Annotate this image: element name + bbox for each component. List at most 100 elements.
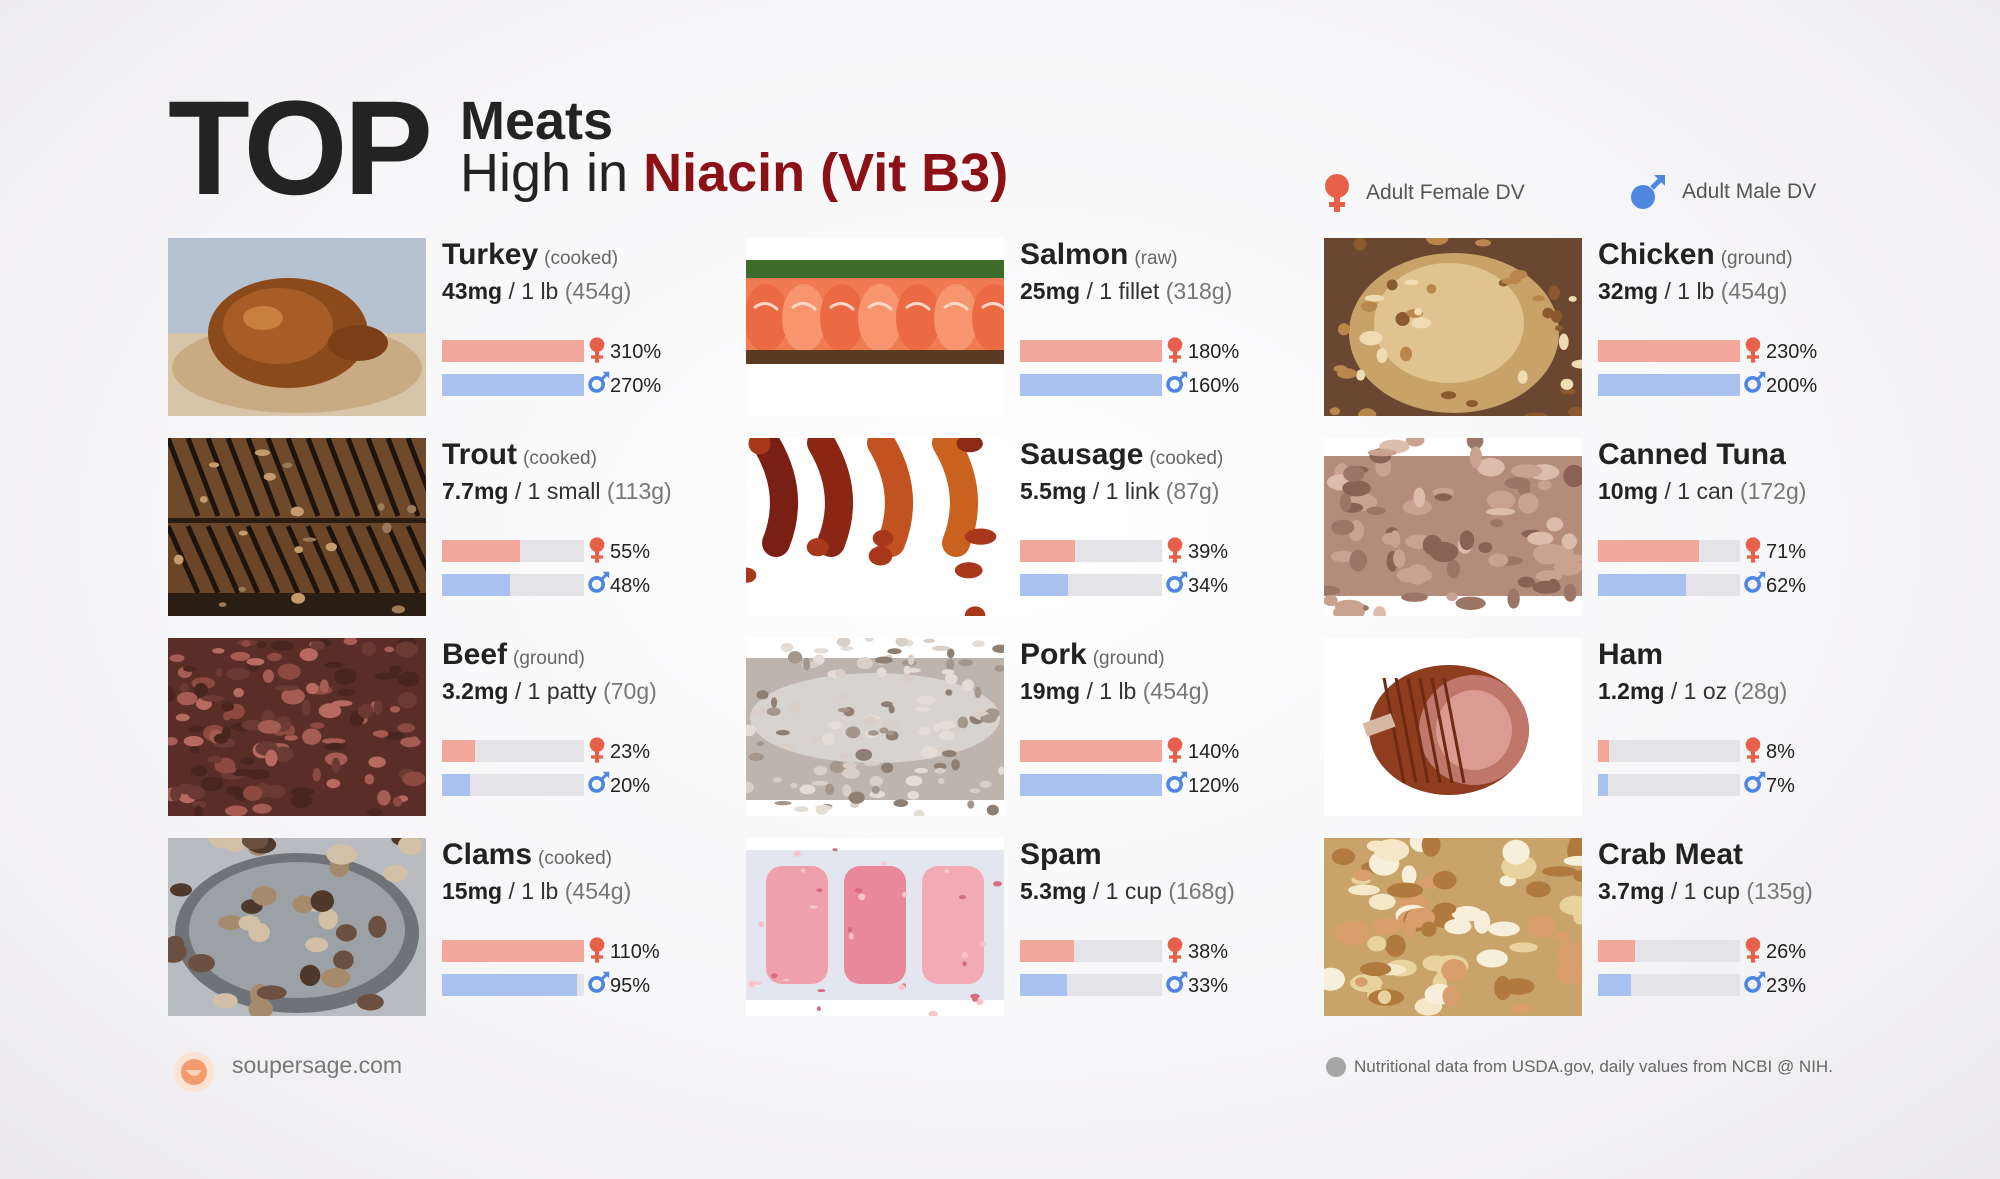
food-card-crab-meat: Crab Meat 3.7mg / 1 cup (135g) 26% 23% (1324, 838, 1884, 1018)
male-dv-bar (442, 974, 577, 996)
female-dv-bar (442, 540, 521, 562)
male-dv-bar (442, 774, 471, 796)
serving-size: / 1 oz (1664, 678, 1734, 704)
serving-grams: (87g) (1165, 478, 1220, 504)
food-amount-line: 43mg / 1 lb (454g) (442, 278, 631, 305)
female-dv-bar-row: 180% (1020, 337, 1280, 364)
legend-female: Adult Female DV (1322, 172, 1525, 214)
food-photo-crab-meat (1324, 838, 1582, 1016)
female-symbol-icon (587, 936, 607, 969)
female-symbol-icon (1165, 936, 1185, 969)
food-card-beef: Beef (ground) 3.2mg / 1 patty (70g) 23% 2… (168, 638, 728, 818)
food-photo-trout (168, 438, 426, 616)
food-prep: (ground) (513, 648, 585, 669)
soupersage-logo (172, 1050, 216, 1099)
female-dv-bar (442, 740, 475, 762)
male-dv-bar (442, 574, 511, 596)
food-title: Crab Meat (1598, 838, 1749, 872)
female-symbol-icon (1743, 336, 1763, 369)
food-amount-line: 10mg / 1 can (172g) (1598, 478, 1806, 505)
male-dv-bar-row: 160% (1020, 371, 1280, 398)
male-dv-bar-row: 48% (442, 571, 702, 598)
female-dv-bar-row: 38% (1020, 937, 1280, 964)
serving-grams: (318g) (1165, 278, 1233, 304)
female-dv-bar-row: 71% (1598, 537, 1858, 564)
female-dv-bar-row: 310% (442, 337, 702, 364)
female-symbol-icon (1743, 536, 1763, 569)
female-dv-bar (1020, 340, 1162, 362)
female-symbol-icon (1165, 736, 1185, 769)
niacin-amount: 3.2mg (442, 678, 509, 704)
food-prep: (cooked) (544, 248, 619, 269)
male-dv-bar-row: 120% (1020, 771, 1280, 798)
food-prep: (ground) (1092, 648, 1165, 669)
food-name: Crab Meat (1598, 838, 1744, 871)
legend-male: Adult Male DV (1628, 172, 1816, 212)
female-dv-bar-row: 23% (442, 737, 702, 764)
male-dv-bar-row: 20% (442, 771, 702, 798)
bar-track (1598, 774, 1740, 796)
female-dv-bar (1598, 740, 1610, 762)
male-dv-bar-row: 270% (442, 371, 702, 398)
food-card-sausage: Sausage (cooked) 5.5mg / 1 link (87g) 39%… (746, 438, 1306, 618)
female-dv-bar-row: 110% (442, 937, 702, 964)
title-top: TOP (168, 74, 433, 223)
niacin-amount: 25mg (1020, 278, 1081, 304)
female-dv-percent: 71% (1766, 541, 1807, 563)
female-dv-percent: 310% (610, 341, 662, 363)
food-name: Trout (442, 438, 517, 471)
food-photo-pork (746, 638, 1004, 816)
male-symbol-icon (1165, 770, 1189, 799)
food-photo-salmon (746, 238, 1004, 416)
male-dv-bar-row: 95% (442, 971, 702, 998)
serving-grams: (454g) (564, 278, 632, 304)
female-dv-percent: 26% (1766, 941, 1807, 963)
food-card-canned-tuna: Canned Tuna 10mg / 1 can (172g) 71% 62% (1324, 438, 1884, 618)
male-symbol-icon (1631, 175, 1665, 209)
male-dv-bar (1020, 974, 1067, 996)
food-card-ham: Ham 1.2mg / 1 oz (28g) 8% 7% (1324, 638, 1884, 818)
male-dv-bar (1020, 774, 1162, 796)
food-photo-chicken (1324, 238, 1582, 416)
bar-track (1598, 974, 1740, 996)
male-symbol-icon (587, 570, 611, 599)
female-dv-bar (1598, 540, 1699, 562)
niacin-amount: 43mg (442, 278, 503, 304)
food-prep: (cooked) (538, 848, 612, 869)
female-dv-percent: 55% (610, 541, 651, 563)
footer-source-note: Nutritional data from USDA.gov, daily va… (1354, 1057, 1833, 1076)
female-dv-bar (1598, 940, 1635, 962)
bar-track (442, 740, 584, 762)
serving-size: / 1 lb (502, 278, 565, 304)
footer-site[interactable]: soupersage.com (232, 1052, 403, 1078)
food-title: Ham (1598, 638, 1669, 672)
food-amount-line: 7.7mg / 1 small (113g) (442, 478, 672, 505)
serving-grams: (168g) (1168, 878, 1235, 904)
food-name: Beef (442, 638, 508, 671)
title-subtitle: High in Niacin (Vit B3) (460, 146, 1008, 200)
male-symbol-icon (1165, 370, 1189, 399)
female-dv-bar-row: 230% (1598, 337, 1858, 364)
food-title: Spam (1020, 838, 1108, 872)
male-symbol-icon (587, 370, 611, 399)
niacin-amount: 32mg (1598, 278, 1659, 304)
serving-grams: (454g) (1720, 278, 1788, 304)
food-photo-sausage (746, 438, 1004, 616)
female-dv-bar-row: 39% (1020, 537, 1280, 564)
female-symbol-icon (587, 736, 607, 769)
food-prep: (raw) (1134, 248, 1178, 269)
serving-size: / 1 cup (1664, 878, 1747, 904)
food-title: Turkey (cooked) (442, 238, 618, 272)
title-nutrient: Niacin (Vit B3) (643, 143, 1009, 203)
male-dv-percent: 48% (610, 575, 651, 597)
title-category: Meats (460, 91, 614, 151)
serving-size: / 1 patty (508, 678, 604, 704)
female-dv-percent: 39% (1188, 541, 1229, 563)
male-dv-percent: 20% (610, 775, 651, 797)
male-dv-bar (1598, 374, 1740, 396)
male-dv-percent: 23% (1766, 975, 1807, 997)
female-dv-percent: 140% (1188, 741, 1240, 763)
female-symbol-icon (1165, 336, 1185, 369)
food-card-spam: Spam 5.3mg / 1 cup (168g) 38% 33% (746, 838, 1306, 1018)
male-symbol-icon (1743, 770, 1767, 799)
